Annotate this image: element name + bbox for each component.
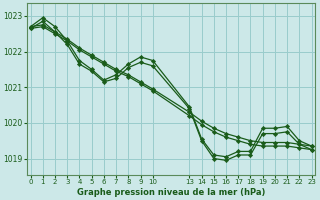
X-axis label: Graphe pression niveau de la mer (hPa): Graphe pression niveau de la mer (hPa) [77,188,265,197]
